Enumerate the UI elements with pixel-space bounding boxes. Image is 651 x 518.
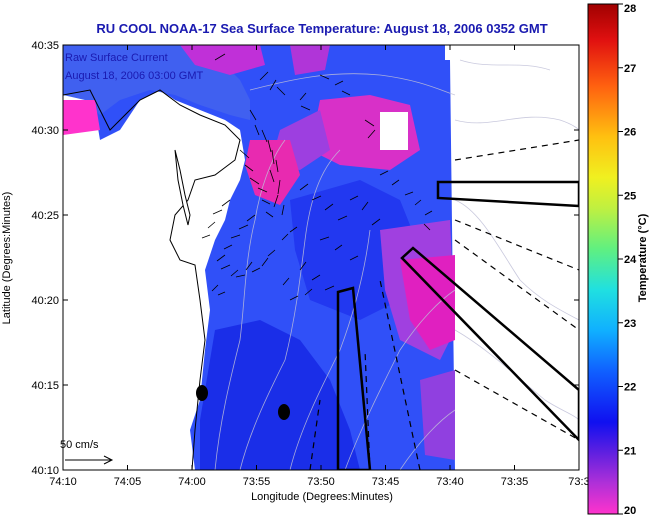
legend-line-1: Raw Surface Current bbox=[65, 52, 168, 64]
x-tick-label: 73:35 bbox=[501, 476, 529, 488]
colorbar-tick-label: 28 bbox=[624, 3, 636, 15]
y-tick-label: 40:30 bbox=[31, 125, 59, 137]
radar-boxes bbox=[336, 180, 579, 470]
colorbar-ticks: 28 27 26 25 24 23 22 21 20 bbox=[618, 3, 637, 517]
colorbar-tick-label: 24 bbox=[624, 254, 637, 266]
x-tick-label: 73:3 bbox=[568, 476, 589, 488]
x-tick-label: 73:50 bbox=[307, 476, 335, 488]
scale-arrow bbox=[65, 455, 114, 465]
colorbar-tick-label: 20 bbox=[624, 505, 636, 517]
sst-warm-patch-northwest bbox=[180, 45, 265, 75]
x-axis-label: Longitude (Degrees:Minutes) bbox=[251, 491, 393, 503]
x-tick-label: 74:10 bbox=[49, 476, 77, 488]
sst-warm-patch-west bbox=[63, 100, 100, 135]
colorbar-tick-label: 26 bbox=[624, 127, 636, 139]
sst-warm-patch-east-core bbox=[400, 255, 455, 350]
sst-deep-blue-zone bbox=[200, 320, 360, 470]
colorbar-tick-label: 22 bbox=[624, 382, 636, 394]
map-area bbox=[63, 45, 579, 470]
colorbar bbox=[587, 3, 619, 515]
colorbar-tick-label: 25 bbox=[624, 190, 636, 202]
y-axis-ticks: 40:35 40:30 40:25 40:20 40:15 40:10 bbox=[31, 40, 579, 477]
no-data-patch bbox=[380, 112, 408, 150]
colorbar-tick-label: 27 bbox=[624, 63, 636, 75]
station-marker-east bbox=[278, 404, 290, 420]
sandy-hook-spit bbox=[174, 149, 191, 226]
x-tick-label: 74:05 bbox=[114, 476, 142, 488]
y-tick-label: 40:15 bbox=[31, 380, 59, 392]
sst-warm-patch-southeast bbox=[420, 370, 455, 460]
colorbar-tick-label: 21 bbox=[624, 445, 636, 457]
y-tick-label: 40:10 bbox=[31, 465, 59, 477]
y-tick-label: 40:35 bbox=[31, 40, 59, 52]
station-marker-west bbox=[196, 385, 208, 401]
sst-warm-patch-top bbox=[290, 45, 330, 75]
x-tick-label: 74:00 bbox=[178, 476, 206, 488]
scale-label: 50 cm/s bbox=[60, 439, 99, 451]
legend-line-2: August 18, 2006 03:00 GMT bbox=[65, 70, 203, 82]
coastline bbox=[63, 89, 241, 470]
y-tick-label: 40:25 bbox=[31, 210, 59, 222]
y-axis-label: Latitude (Degrees:Minutes) bbox=[1, 192, 13, 325]
x-tick-label: 73:40 bbox=[436, 476, 464, 488]
radar-sector-lines bbox=[309, 139, 579, 470]
y-tick-label: 40:20 bbox=[31, 295, 59, 307]
colorbar-tick-label: 23 bbox=[624, 318, 636, 330]
x-axis-ticks: 74:10 74:05 74:00 73:55 73:50 73:45 73:40 73:35… bbox=[49, 45, 590, 488]
colorbar-label: Temperature (°C) bbox=[637, 213, 649, 302]
x-tick-label: 73:45 bbox=[372, 476, 400, 488]
current-vectors bbox=[201, 53, 433, 301]
figure-title: RU COOL NOAA-17 Sea Surface Temperature:… bbox=[96, 21, 547, 36]
x-tick-label: 73:55 bbox=[243, 476, 271, 488]
bathymetry-contours bbox=[214, 59, 579, 470]
